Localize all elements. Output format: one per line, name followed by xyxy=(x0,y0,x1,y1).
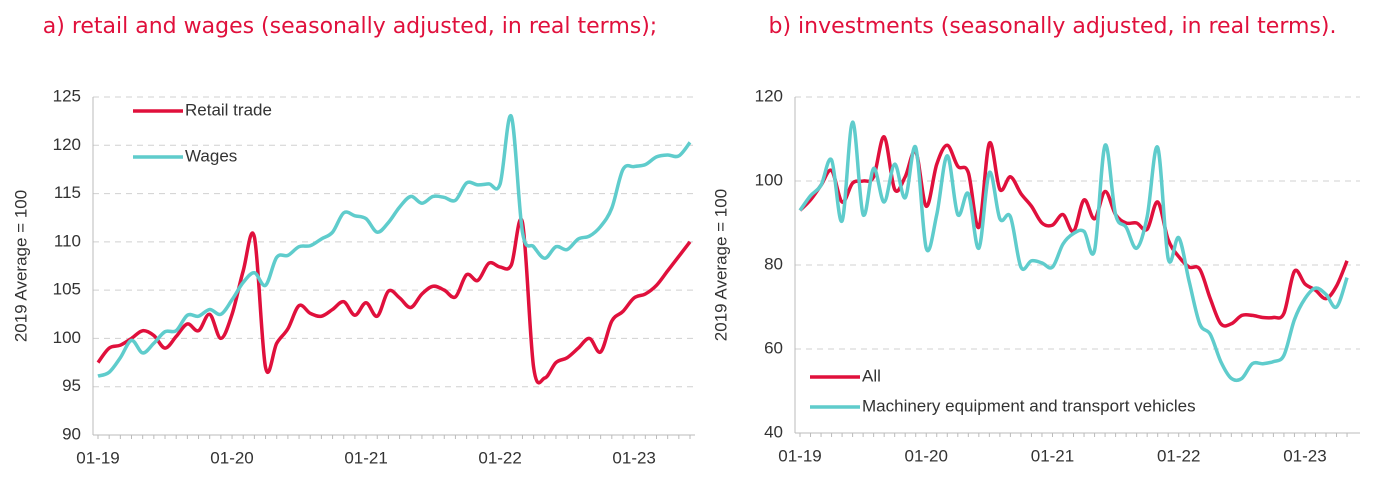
y-tick-label: 115 xyxy=(54,183,81,202)
y-axis-label: 2019 Average = 100 xyxy=(711,189,730,341)
y-tick-label: 95 xyxy=(62,376,81,395)
legend-label: Retail trade xyxy=(185,100,272,119)
y-tick-label: 80 xyxy=(764,254,783,273)
y-tick-label: 60 xyxy=(764,338,783,357)
x-tick-label: 01-19 xyxy=(778,446,821,465)
x-tick-label: 01-21 xyxy=(1031,446,1074,465)
x-tick-label: 01-23 xyxy=(612,448,655,467)
chart-title: a) retail and wages (seasonally adjusted… xyxy=(42,14,658,39)
y-tick-label: 90 xyxy=(62,424,81,443)
x-tick-label: 01-21 xyxy=(344,448,387,467)
y-tick-label: 100 xyxy=(53,328,81,347)
line-series xyxy=(798,120,1349,383)
y-tick-label: 105 xyxy=(53,280,81,299)
line-series xyxy=(96,217,692,385)
line-series xyxy=(798,135,1349,328)
legend-label: Machinery equipment and transport vehicl… xyxy=(862,396,1196,415)
x-tick-label: 01-20 xyxy=(210,448,253,467)
y-tick-label: 40 xyxy=(764,422,783,441)
legend-label: Wages xyxy=(185,146,237,165)
chart-title: b) investments (seasonally adjusted, in … xyxy=(768,14,1337,39)
x-tick-label: 01-20 xyxy=(904,446,947,465)
x-tick-label: 01-22 xyxy=(1157,446,1200,465)
x-tick-label: 01-22 xyxy=(478,448,521,467)
legend-label: All xyxy=(862,366,881,385)
x-tick-label: 01-23 xyxy=(1283,446,1326,465)
y-tick-label: 120 xyxy=(755,86,783,105)
y-tick-label: 100 xyxy=(755,170,783,189)
y-axis-label: 2019 Average = 100 xyxy=(11,190,30,342)
y-tick-label: 120 xyxy=(53,135,81,154)
y-tick-label: 110 xyxy=(54,231,81,250)
y-tick-label: 125 xyxy=(53,86,81,105)
x-tick-label: 01-19 xyxy=(76,448,119,467)
line-series xyxy=(97,114,692,378)
